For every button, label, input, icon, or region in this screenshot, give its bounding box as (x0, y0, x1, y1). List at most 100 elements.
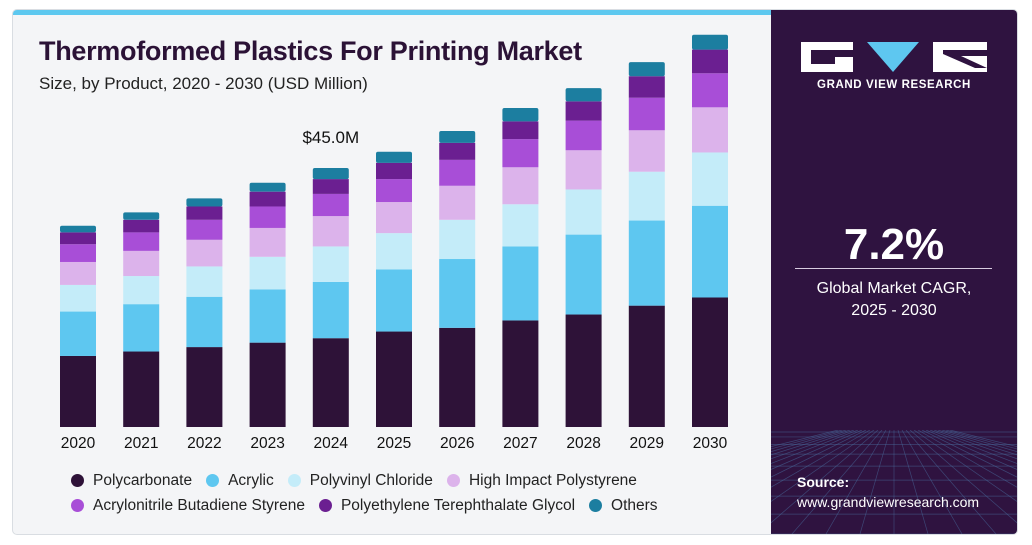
bar-segment (376, 269, 412, 332)
bar-segment (502, 139, 539, 168)
legend-swatch (71, 499, 84, 512)
legend-label: Acrylonitrile Butadiene Styrene (93, 496, 305, 514)
bar-segment (249, 182, 286, 192)
x-tick-label: 2022 (187, 435, 221, 452)
legend-swatch (71, 474, 84, 487)
bar-segment (186, 266, 223, 297)
bar-segment (439, 185, 476, 220)
bar-segment (628, 220, 665, 306)
bar-segment (692, 73, 728, 108)
legend-item: Polyethylene Terephthalate Glycol (318, 496, 576, 515)
bar-segment (123, 212, 160, 220)
bar-segment (60, 311, 96, 356)
bar-segment (123, 232, 160, 251)
bar-segment (692, 34, 728, 50)
bar-segment (123, 304, 160, 352)
grid-line (941, 430, 1017, 453)
bar-segment (186, 206, 223, 220)
bar-segment (565, 88, 602, 102)
grid-line (771, 430, 851, 456)
bar-segment (565, 314, 602, 427)
bar-segment (628, 97, 665, 131)
grid-line (771, 430, 847, 453)
bar-segment (692, 152, 728, 206)
bar-segment (692, 297, 728, 427)
bar-segment (628, 171, 665, 221)
divider (795, 268, 992, 269)
legend-item: High Impact Polystyrene (446, 472, 637, 490)
legend-label: Polyethylene Terephthalate Glycol (340, 496, 576, 514)
bar-segment (502, 108, 539, 122)
grid-line (859, 430, 891, 534)
bar-segment (60, 284, 96, 312)
legend-label: Polyvinyl Chloride (309, 471, 433, 489)
bar-segment (628, 76, 665, 98)
grid-line (945, 430, 1017, 450)
legend-label: Polycarbonate (93, 471, 193, 489)
bar-segment (502, 320, 539, 427)
source-link[interactable]: www.grandviewresearch.com (797, 494, 980, 510)
bar-segment (692, 205, 728, 298)
cagr-value: 7.2% (843, 220, 945, 269)
bar-segment (502, 204, 539, 247)
bar-segment (502, 167, 539, 205)
legend-item: Polycarbonate (71, 472, 192, 490)
x-tick-label: 2029 (630, 435, 664, 452)
legend-item: Acrylic (206, 472, 274, 490)
bar-segment (60, 355, 96, 427)
annotation-label: $45.0M (302, 128, 359, 147)
grid-decoration (771, 430, 1017, 534)
bar-segment (312, 246, 349, 282)
bar-segment (249, 206, 286, 228)
legend-row: Acrylonitrile Butadiene Styrene Polyethyl… (71, 493, 761, 518)
bar-segment (376, 179, 412, 203)
cagr-label: Global Market CAGR, 2025 - 2030 (771, 278, 1017, 322)
chart-card: Thermoformed Plastics For Printing Marke… (12, 9, 1018, 535)
x-tick-label: 2028 (566, 435, 600, 452)
x-tick-label: 2027 (503, 435, 537, 452)
bar-segment (312, 193, 349, 217)
bar-segment (565, 189, 602, 235)
legend-row: Polycarbonate Acrylic Polyvinyl Chloride Hi… (71, 468, 761, 493)
bar-segment (60, 232, 96, 245)
bar-segment (376, 151, 412, 163)
grid-line (771, 430, 867, 478)
bar-segment (692, 107, 728, 153)
side-panel: GRAND VIEW RESEARCH 7.2% Global Market C… (771, 10, 1017, 534)
bar-segment (502, 121, 539, 140)
bar-segment (60, 244, 96, 262)
grid-line (771, 430, 855, 460)
bar-segment (249, 342, 286, 427)
grid-line (771, 430, 859, 464)
bar-segment (186, 198, 223, 207)
bar-segment (565, 101, 602, 121)
bar-segment (376, 162, 412, 180)
source-label: Source: (797, 474, 850, 490)
legend-swatch (446, 474, 460, 487)
legend-item: Others (589, 497, 658, 515)
x-axis-ticks: 2020 2021 2022 2023 2024 2025 2026 2027 2028 2029… (61, 435, 728, 452)
bar-segment (439, 159, 476, 186)
grid-line (771, 430, 875, 502)
grid-line (791, 430, 883, 534)
legend-label: Others (611, 496, 658, 514)
grid-line (771, 430, 879, 524)
x-tick-label: 2026 (440, 435, 474, 452)
bar-segment (60, 225, 96, 233)
legend-swatch (318, 499, 332, 512)
grid-line (937, 430, 1017, 456)
bar-segment (186, 239, 223, 267)
bar-segment (123, 351, 160, 427)
x-tick-label: 2030 (693, 435, 728, 452)
bar-segment (565, 234, 602, 315)
bar-segment (123, 219, 160, 233)
grid-line (771, 430, 863, 470)
x-tick-label: 2020 (61, 435, 96, 452)
bar-segment (439, 219, 476, 260)
bar-segment (123, 276, 160, 305)
legend-swatch (206, 474, 220, 487)
bar-chart: 2020 2021 2022 2023 2024 2025 2026 2027 2028 2029… (60, 34, 728, 452)
x-tick-label: 2021 (124, 435, 158, 452)
bar-segment (186, 347, 223, 427)
bar-segment (312, 216, 349, 247)
